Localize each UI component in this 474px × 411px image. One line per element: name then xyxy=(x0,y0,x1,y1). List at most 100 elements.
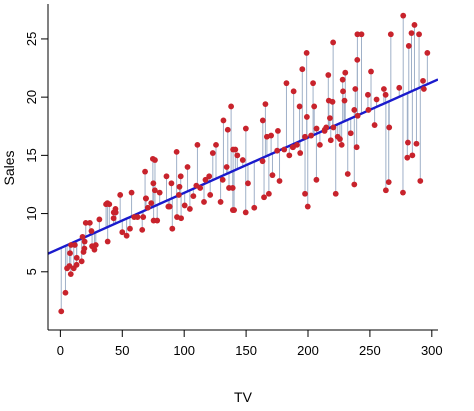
data-point xyxy=(310,80,316,87)
data-point xyxy=(304,203,311,210)
data-point xyxy=(365,107,372,113)
data-point xyxy=(268,132,275,139)
data-point xyxy=(134,214,141,220)
data-point xyxy=(259,158,266,165)
data-point xyxy=(351,107,358,113)
data-points xyxy=(58,12,431,315)
data-point xyxy=(327,137,334,144)
data-point xyxy=(332,190,339,197)
data-point xyxy=(81,245,88,252)
data-point xyxy=(128,189,135,196)
data-point xyxy=(354,112,361,119)
data-point xyxy=(201,199,207,205)
data-point xyxy=(143,195,149,202)
data-point xyxy=(223,164,230,170)
y-tick-label: 20 xyxy=(24,90,39,104)
data-point xyxy=(169,225,176,232)
data-point xyxy=(411,22,418,28)
data-point xyxy=(232,146,239,153)
data-point xyxy=(181,202,188,209)
data-point xyxy=(190,193,197,200)
data-point xyxy=(168,180,175,187)
data-point xyxy=(67,250,73,257)
data-point xyxy=(313,176,320,183)
data-point xyxy=(251,204,258,211)
data-point xyxy=(420,86,427,92)
data-point xyxy=(354,31,361,38)
data-point xyxy=(78,258,85,265)
residual-lines xyxy=(60,15,428,312)
data-point xyxy=(142,168,148,175)
data-point xyxy=(303,114,310,120)
data-point xyxy=(194,141,201,148)
data-point xyxy=(294,141,300,148)
data-point xyxy=(387,31,394,38)
data-point xyxy=(242,125,249,132)
data-point xyxy=(73,261,80,268)
data-point xyxy=(302,133,308,140)
data-point xyxy=(82,219,89,226)
data-point xyxy=(156,189,163,196)
data-point xyxy=(154,217,161,224)
data-point xyxy=(341,97,348,104)
data-point xyxy=(424,50,431,56)
data-point xyxy=(148,200,155,206)
data-point xyxy=(110,215,117,222)
data-point xyxy=(373,96,380,103)
data-point xyxy=(286,152,293,159)
data-point xyxy=(213,141,219,148)
data-point xyxy=(408,30,415,37)
data-point xyxy=(404,154,411,161)
data-point xyxy=(313,125,320,132)
data-point xyxy=(339,76,346,83)
data-point xyxy=(275,128,281,134)
data-point xyxy=(354,56,361,63)
data-point xyxy=(337,136,343,142)
x-tick-label: 0 xyxy=(57,343,64,358)
data-point xyxy=(351,181,358,188)
data-point xyxy=(261,194,267,201)
x-tick-label: 100 xyxy=(173,343,195,358)
data-point xyxy=(281,146,288,153)
data-point xyxy=(219,176,226,183)
regression-line xyxy=(48,78,438,255)
data-point xyxy=(371,122,378,128)
y-tick-label: 5 xyxy=(24,268,39,275)
data-point xyxy=(152,157,158,163)
data-point xyxy=(365,91,371,98)
data-point xyxy=(117,192,124,198)
x-tick-label: 250 xyxy=(359,343,381,358)
data-point xyxy=(259,117,266,124)
data-point xyxy=(140,214,147,220)
data-point xyxy=(151,187,158,194)
y-tick-label: 15 xyxy=(24,148,39,162)
x-axis: 0 50 100 150 200 250 300 xyxy=(57,330,443,358)
y-axis-label: Sales xyxy=(1,150,17,185)
data-point xyxy=(262,101,269,108)
data-point xyxy=(385,179,392,186)
data-point xyxy=(400,12,407,19)
data-point xyxy=(58,308,65,315)
data-point xyxy=(265,190,272,197)
x-tick-label: 200 xyxy=(297,343,319,358)
data-point xyxy=(296,103,303,110)
data-point xyxy=(380,86,387,92)
data-point xyxy=(104,238,111,245)
data-point xyxy=(342,69,349,76)
data-point xyxy=(197,185,204,191)
data-point xyxy=(184,164,191,170)
data-point xyxy=(316,141,323,148)
plot-frame xyxy=(47,4,438,331)
data-point xyxy=(96,216,103,223)
x-axis-label: TV xyxy=(234,389,253,405)
data-point xyxy=(327,115,333,121)
data-point xyxy=(413,140,420,147)
data-point xyxy=(166,203,173,210)
y-axis: 5 10 15 20 25 xyxy=(24,32,48,275)
data-point xyxy=(207,192,214,198)
data-point xyxy=(202,176,209,183)
data-point xyxy=(382,187,389,194)
data-point xyxy=(91,246,98,253)
data-point xyxy=(290,88,297,95)
data-point xyxy=(340,88,346,95)
